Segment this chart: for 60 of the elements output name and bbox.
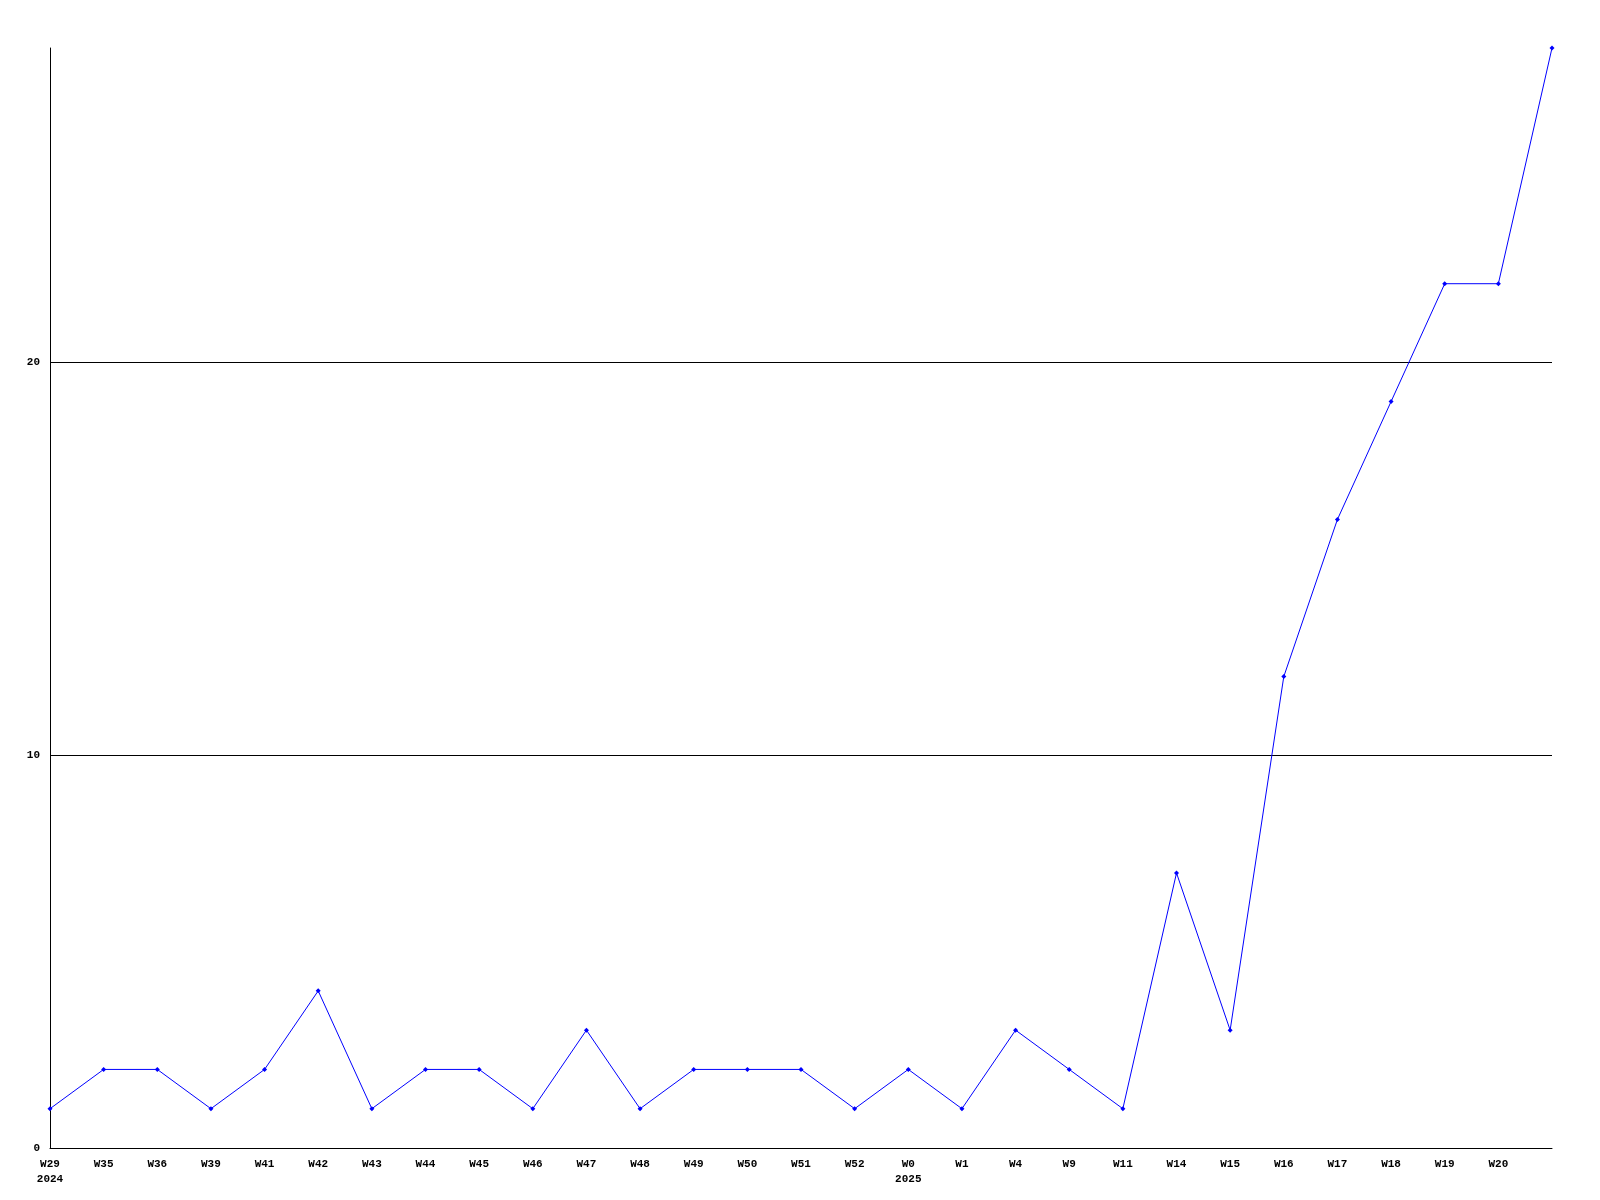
x-tick-label: W19 bbox=[1434, 1157, 1455, 1170]
x-tick-label: W9 bbox=[1062, 1157, 1076, 1170]
x-tick-label: W29 2024 bbox=[36, 1157, 64, 1185]
point bbox=[852, 1106, 858, 1112]
x-tick-label: W50 bbox=[737, 1157, 758, 1170]
point bbox=[154, 1066, 160, 1072]
x-tick-label: W0 2025 bbox=[895, 1157, 922, 1185]
point bbox=[1227, 1027, 1233, 1033]
x-tick-label: W47 bbox=[576, 1157, 597, 1170]
point bbox=[1549, 45, 1555, 51]
point bbox=[1442, 281, 1448, 287]
x-tick-label: W49 bbox=[683, 1157, 704, 1170]
x-tick-label: W4 bbox=[1008, 1157, 1023, 1170]
point bbox=[208, 1106, 214, 1112]
x-tick-label: W41 bbox=[254, 1157, 275, 1170]
point bbox=[262, 1066, 268, 1072]
point bbox=[1120, 1106, 1126, 1112]
x-tick-label: W20 bbox=[1488, 1157, 1509, 1170]
point bbox=[476, 1066, 482, 1072]
point bbox=[1066, 1066, 1072, 1072]
y-tick-label: 10 bbox=[26, 749, 40, 762]
point bbox=[530, 1106, 536, 1112]
point bbox=[959, 1106, 965, 1112]
point bbox=[1334, 516, 1340, 522]
x-tick-label: W36 bbox=[147, 1157, 168, 1170]
x-tick-label: W16 bbox=[1273, 1157, 1294, 1170]
x-tick-label: W39 bbox=[201, 1157, 221, 1170]
point bbox=[798, 1066, 804, 1072]
point bbox=[905, 1066, 911, 1072]
x-tick-label: W1 bbox=[955, 1157, 969, 1170]
point bbox=[583, 1027, 589, 1033]
x-tick-label: W48 bbox=[630, 1157, 651, 1170]
point bbox=[691, 1066, 697, 1072]
x-tick-label: W45 bbox=[469, 1157, 490, 1170]
point bbox=[369, 1106, 375, 1112]
x-tick-label: W11 bbox=[1112, 1157, 1134, 1170]
point bbox=[101, 1066, 107, 1072]
x-tick-label: W17 bbox=[1327, 1157, 1348, 1170]
x-tick-label: W44 bbox=[415, 1157, 436, 1170]
x-tick-label: W14 bbox=[1166, 1157, 1187, 1170]
x-tick-label: W18 bbox=[1381, 1157, 1402, 1170]
x-tick-label: W15 bbox=[1220, 1157, 1241, 1170]
x-tick-label: W46 bbox=[522, 1157, 543, 1170]
x-tick-label: W42 bbox=[308, 1157, 329, 1170]
y-tick-label: 0 bbox=[33, 1142, 40, 1154]
point bbox=[1013, 1027, 1019, 1033]
point bbox=[47, 1106, 53, 1112]
point bbox=[315, 988, 321, 994]
x-tick-label: W52 bbox=[844, 1157, 865, 1170]
point bbox=[423, 1066, 428, 1072]
x-tick-label: W51 bbox=[791, 1157, 812, 1170]
point bbox=[1388, 399, 1394, 405]
point bbox=[1281, 674, 1287, 680]
point bbox=[1174, 870, 1179, 876]
point bbox=[1495, 281, 1501, 287]
point bbox=[744, 1066, 750, 1072]
point bbox=[637, 1106, 643, 1112]
x-tick-label: W35 bbox=[93, 1157, 114, 1170]
y-tick-label: 20 bbox=[26, 356, 40, 369]
x-tick-label: W43 bbox=[361, 1157, 383, 1170]
